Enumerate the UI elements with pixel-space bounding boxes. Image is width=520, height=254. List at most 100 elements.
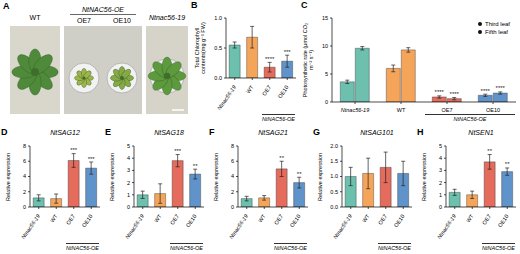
svg-text:0.5: 0.5 xyxy=(330,189,338,195)
svg-text:Ntnac56-19: Ntnac56-19 xyxy=(228,213,249,240)
html-text:Relative expression: Relative expression xyxy=(211,152,218,201)
html-text:B: B xyxy=(191,0,198,10)
svg-text:Ntnac56-19: Ntnac56-19 xyxy=(149,14,185,21)
html-text:D: D xyxy=(1,127,8,137)
svg-text:0: 0 xyxy=(439,204,442,210)
svg-text:8: 8 xyxy=(231,143,234,149)
svg-text:2.0: 2.0 xyxy=(330,143,338,149)
html-text:NtNAC56-OE: NtNAC56-OE xyxy=(262,116,295,122)
svg-text:6: 6 xyxy=(231,158,234,164)
svg-text:1.0: 1.0 xyxy=(330,173,338,179)
svg-text:5: 5 xyxy=(325,71,328,77)
svg-text:***: *** xyxy=(284,49,292,55)
svg-text:1: 1 xyxy=(127,192,130,198)
svg-text:4: 4 xyxy=(231,173,234,179)
html-text:C: C xyxy=(301,0,308,10)
svg-text:2: 2 xyxy=(231,189,234,195)
html-text:NtSAG18: NtSAG18 xyxy=(154,129,184,136)
svg-text:Ntnac56-19: Ntnac56-19 xyxy=(332,213,353,240)
svg-text:WT: WT xyxy=(153,213,163,224)
svg-text:A: A xyxy=(3,1,10,11)
svg-text:OE10: OE10 xyxy=(289,213,302,228)
svg-text:OE7: OE7 xyxy=(273,213,284,225)
svg-text:***: *** xyxy=(70,147,78,153)
html-text:Relative expression: Relative expression xyxy=(419,152,426,201)
svg-text:1.5: 1.5 xyxy=(330,158,338,164)
svg-text:WT: WT xyxy=(397,107,406,113)
svg-text:0: 0 xyxy=(23,204,26,210)
svg-text:**: ** xyxy=(297,171,302,177)
svg-text:0: 0 xyxy=(127,204,130,210)
svg-text:4: 4 xyxy=(23,173,26,179)
svg-text:**: ** xyxy=(193,163,198,169)
svg-text:1: 1 xyxy=(439,192,442,198)
svg-text:WT: WT xyxy=(361,213,371,224)
svg-text:OE10: OE10 xyxy=(113,17,131,24)
svg-text:OE7: OE7 xyxy=(261,84,272,96)
svg-text:****: **** xyxy=(435,89,445,95)
svg-text:4: 4 xyxy=(127,155,130,161)
svg-text:2: 2 xyxy=(439,180,442,186)
svg-text:1.0: 1.0 xyxy=(214,15,222,21)
svg-text:OE7: OE7 xyxy=(377,213,388,225)
svg-text:OE7: OE7 xyxy=(481,213,492,225)
svg-text:****: **** xyxy=(450,91,460,97)
svg-text:WT: WT xyxy=(245,84,255,95)
html-text:Photosynthetic rate (μmol CO₂: Photosynthetic rate (μmol CO₂ m⁻² s⁻¹) xyxy=(301,22,314,98)
html-text:Relative expression: Relative expression xyxy=(3,152,10,201)
svg-text:**: ** xyxy=(279,155,284,161)
svg-text:****: **** xyxy=(496,85,506,91)
svg-text:Ntnac56-19: Ntnac56-19 xyxy=(341,107,369,113)
html-text:Relative expression: Relative expression xyxy=(107,152,114,201)
html-text:G: G xyxy=(313,127,320,137)
html-text:Relative expression: Relative expression xyxy=(315,152,322,201)
svg-text:OE7: OE7 xyxy=(169,213,180,225)
svg-text:OE7: OE7 xyxy=(441,107,452,113)
svg-text:OE10: OE10 xyxy=(81,213,94,228)
svg-text:15: 15 xyxy=(322,15,328,21)
html-text:Total Chlorophyll contents(mg: Total Chlorophyll contents(mg g⁻¹ FW) xyxy=(193,22,206,74)
svg-text:Ntnac56-19: Ntnac56-19 xyxy=(216,84,237,111)
svg-text:5: 5 xyxy=(439,143,442,149)
svg-text:4: 4 xyxy=(439,155,442,161)
svg-text:0.0: 0.0 xyxy=(330,204,338,210)
html-text:H: H xyxy=(417,127,424,137)
svg-text:****: **** xyxy=(481,88,491,94)
svg-text:***: *** xyxy=(174,148,182,154)
svg-text:0: 0 xyxy=(325,99,328,105)
html-text:NtSEN1: NtSEN1 xyxy=(468,129,494,136)
svg-text:10: 10 xyxy=(322,43,328,49)
svg-text:Ntnac56-19: Ntnac56-19 xyxy=(436,213,457,240)
html-text:NtSAG12: NtSAG12 xyxy=(50,129,80,136)
svg-text:WT: WT xyxy=(30,14,42,21)
svg-text:WT: WT xyxy=(257,213,267,224)
svg-text:2: 2 xyxy=(127,180,130,186)
svg-text:****: **** xyxy=(265,56,275,62)
svg-text:OE10: OE10 xyxy=(497,213,510,228)
svg-text:***: *** xyxy=(88,156,96,162)
svg-text:WT: WT xyxy=(49,213,59,224)
svg-text:OE7: OE7 xyxy=(77,17,91,24)
svg-text:0.5: 0.5 xyxy=(214,45,222,51)
svg-text:OE10: OE10 xyxy=(185,213,198,228)
svg-text:6: 6 xyxy=(23,158,26,164)
svg-text:NtNAC56-OE: NtNAC56-OE xyxy=(82,6,124,13)
svg-text:OE10: OE10 xyxy=(277,84,290,99)
svg-text:Ntnac56-19: Ntnac56-19 xyxy=(124,213,145,240)
html-text:NtSAG101: NtSAG101 xyxy=(360,129,394,136)
svg-text:8: 8 xyxy=(23,143,26,149)
svg-text:3: 3 xyxy=(127,167,130,173)
svg-text:WT: WT xyxy=(465,213,475,224)
svg-text:OE10: OE10 xyxy=(393,213,406,228)
html-text:NtSAG21: NtSAG21 xyxy=(258,129,288,136)
svg-text:5: 5 xyxy=(127,143,130,149)
svg-text:Ntnac56-19: Ntnac56-19 xyxy=(20,213,41,240)
svg-text:OE7: OE7 xyxy=(65,213,76,225)
svg-text:3: 3 xyxy=(439,167,442,173)
svg-text:0: 0 xyxy=(231,204,234,210)
svg-text:2: 2 xyxy=(23,189,26,195)
svg-text:0.0: 0.0 xyxy=(214,75,222,81)
svg-text:OE10: OE10 xyxy=(486,107,500,113)
svg-text:**: ** xyxy=(487,148,492,154)
svg-text:**: ** xyxy=(505,161,510,167)
